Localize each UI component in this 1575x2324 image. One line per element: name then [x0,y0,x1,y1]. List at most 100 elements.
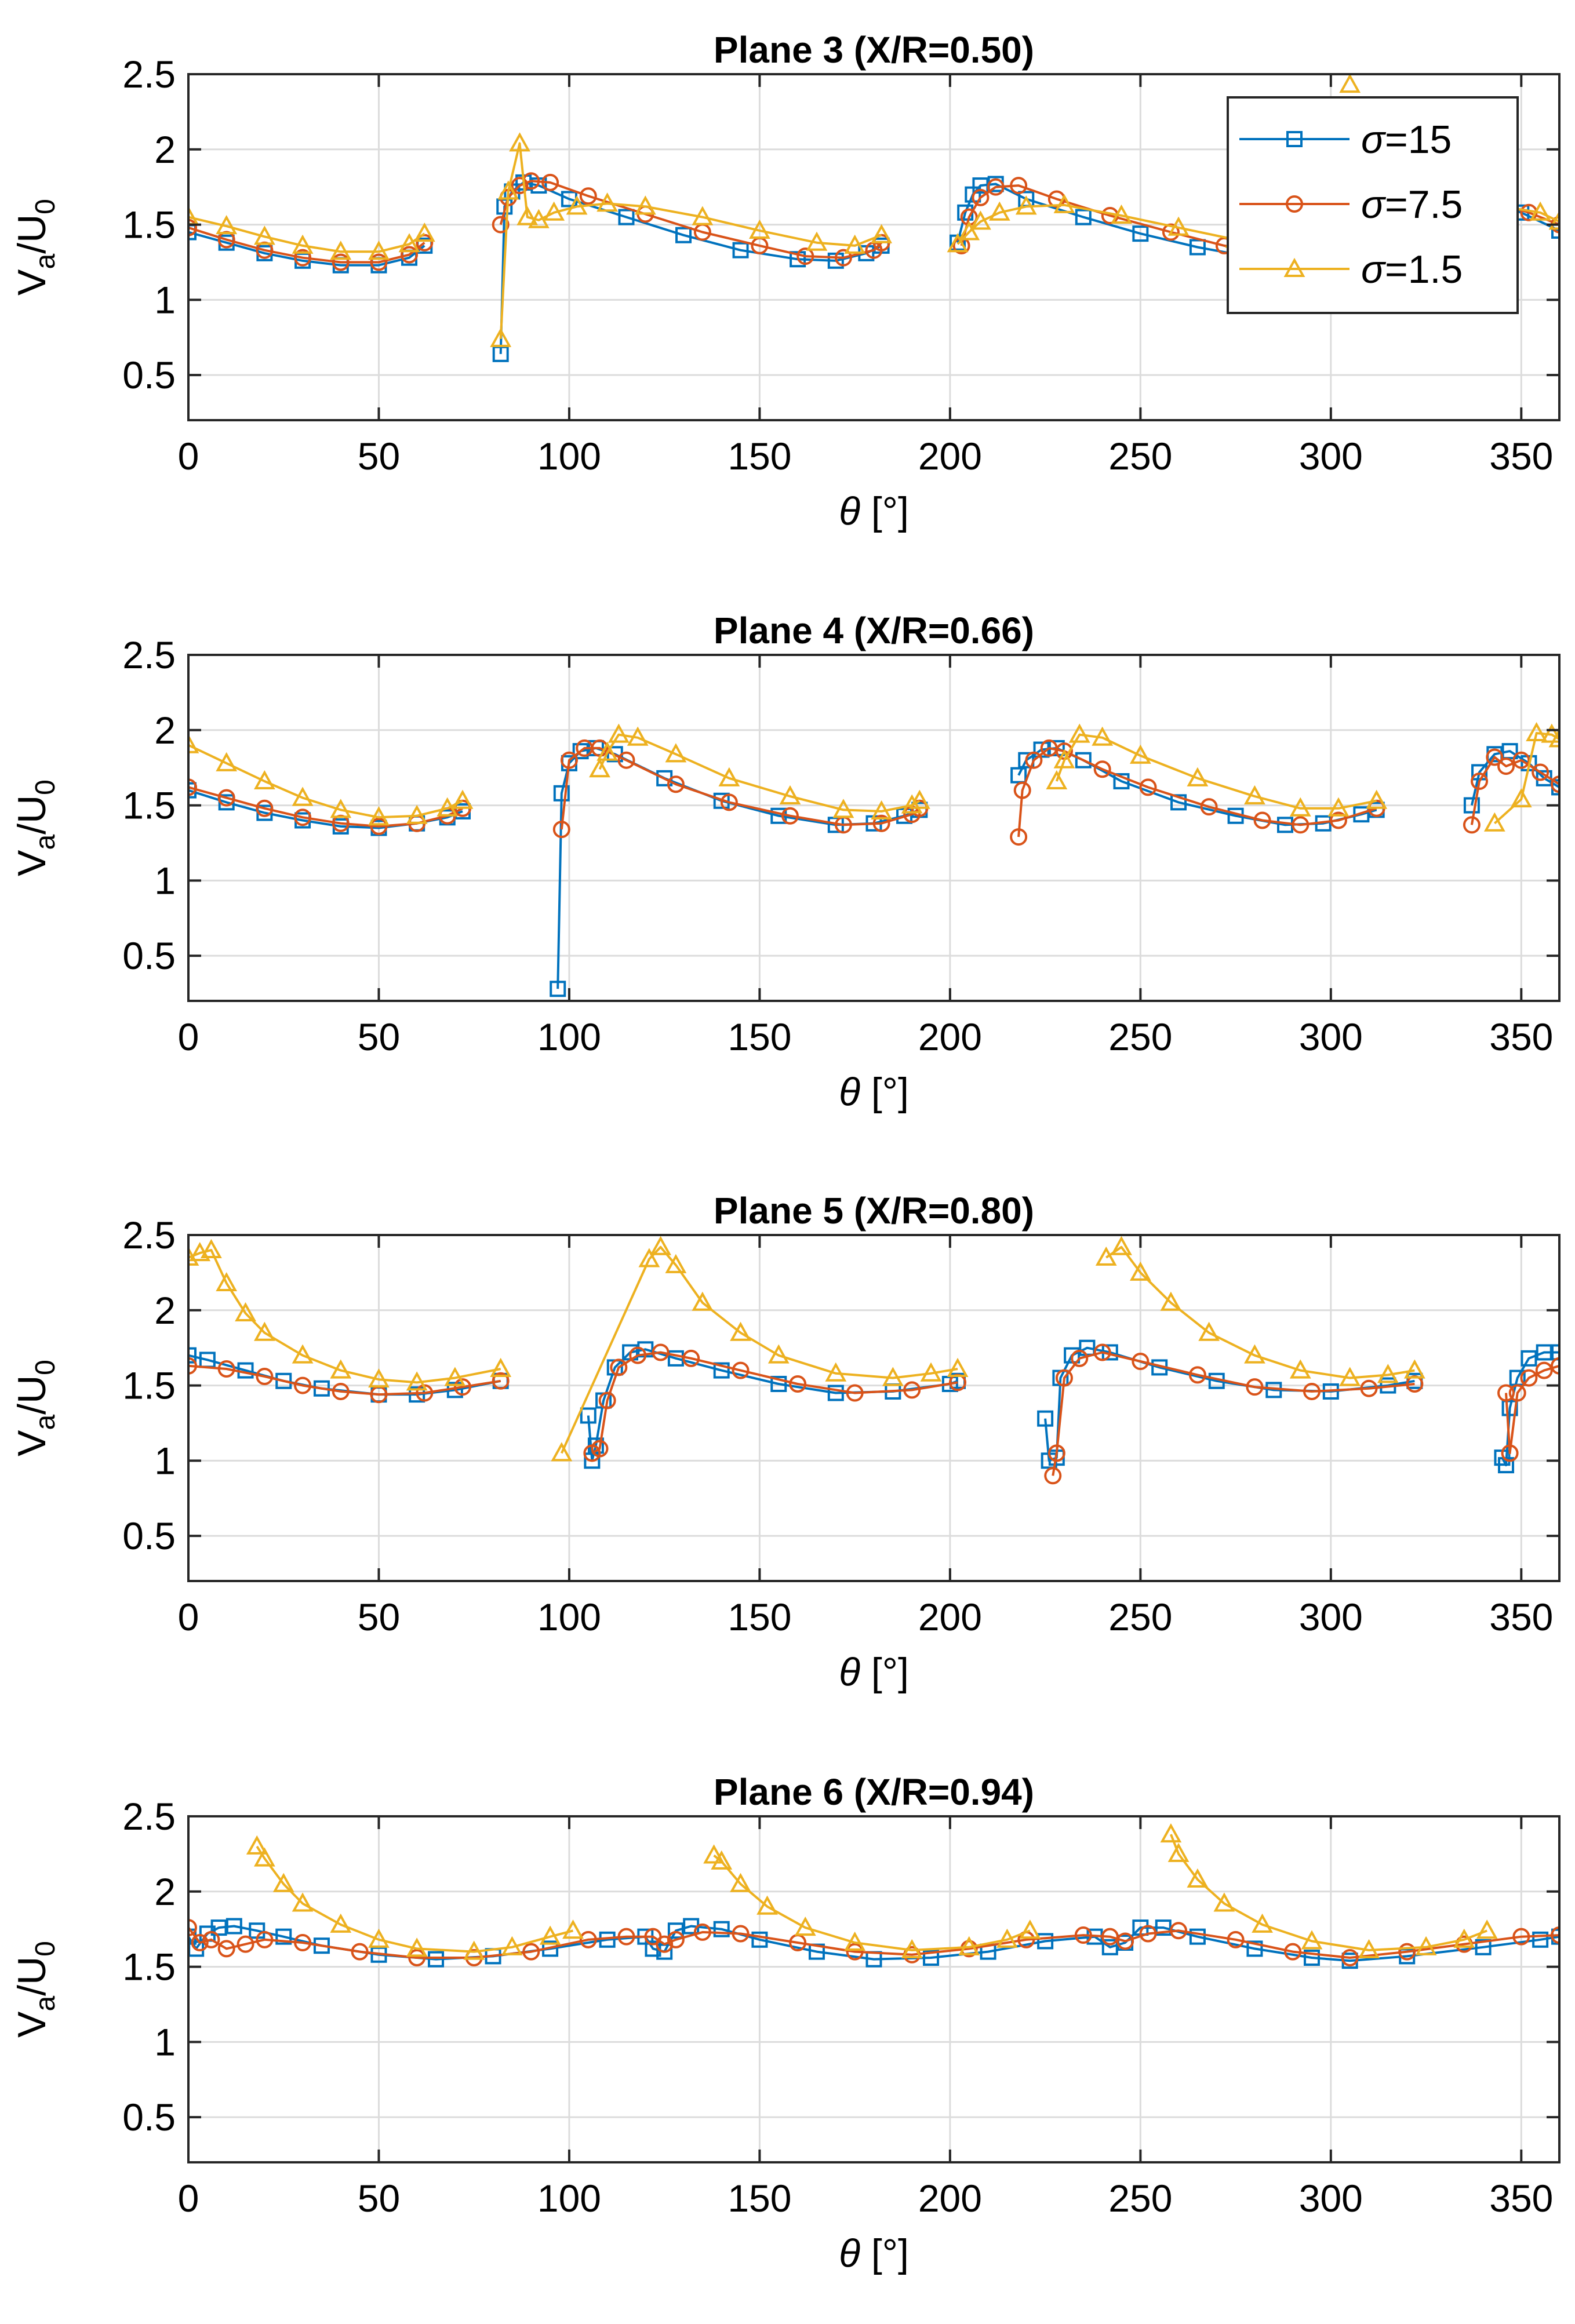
data-point-sigma-15 [550,981,566,997]
series-sigma-7-5 [188,739,1561,846]
data-point-sigma-1-5 [1377,1364,1399,1383]
legend-label-sigma-1-5: σ=1.5 [1361,247,1463,292]
data-point-sigma-1-5 [1289,797,1311,817]
data-point-sigma-7-5 [256,1367,274,1385]
data-point-sigma-1-5 [996,1928,1018,1948]
data-point-sigma-7-5 [560,751,578,769]
data-point-sigma-1-5 [490,1357,512,1378]
panel-2: 0 50 100 150 200 250 300 350 0.5 1 1.5 2 2.5 Plane 4 … [10,610,1561,1114]
data-point-sigma-1-5 [1068,723,1090,743]
data-point-sigma-1-5 [1095,1246,1117,1266]
data-point-sigma-7-5 [1116,1932,1134,1950]
x-tick-label: 50 [358,2177,400,2220]
data-point-sigma-7-5 [1170,1922,1188,1940]
data-point-sigma-7-5 [1093,760,1111,778]
data-point-sigma-7-5 [834,249,852,267]
x-tick-label: 350 [1489,2177,1553,2220]
y-axis-label-sub-0: 0 [30,779,61,795]
legend-value: =15 [1385,118,1452,162]
data-point-sigma-7-5 [903,1381,921,1399]
data-point-sigma-1-5 [650,1236,672,1255]
x-tick-label: 250 [1108,1596,1172,1638]
data-point-sigma-15 [210,1919,227,1936]
data-point-sigma-7-5 [1341,1948,1359,1966]
x-tick-label: 250 [1108,1015,1172,1058]
data-point-sigma-1-5 [452,789,474,809]
y-axis-label-u: /U [10,214,54,254]
data-point-sigma-15 [827,1385,844,1401]
chart-title: Plane 3 (X/R=0.50) [714,29,1034,71]
data-point-sigma-15 [1498,1457,1515,1474]
data-point-sigma-1-5 [947,1357,969,1378]
data-point-sigma-1-5 [1129,744,1151,764]
legend-sigma-symbol: σ [1361,183,1387,227]
data-point-sigma-7-5 [1497,1384,1515,1402]
data-point-sigma-1-5 [882,1367,904,1386]
panel-4: 0 50 100 150 200 250 300 350 0.5 1 1.5 2 2.5 Plane 6 … [10,1771,1561,2275]
x-tick-label: 100 [537,435,601,478]
axes-box [187,73,1561,421]
x-tick-label: 300 [1299,435,1363,478]
series-line-sigma-7-5 [1470,756,1561,825]
panel-3: 0 50 100 150 200 250 300 350 0.5 1 1.5 2 2.5 Plane 5 … [10,1190,1561,1694]
x-axis-label-symbol: θ [839,2231,860,2275]
data-point-sigma-1-5 [768,1344,790,1364]
chart-title: Plane 6 (X/R=0.94) [714,1771,1034,1813]
data-point-sigma-1-5 [1403,1359,1425,1379]
data-point-sigma-7-5 [652,1343,670,1361]
data-point-sigma-7-5 [732,1925,750,1943]
series-line-sigma-1-5 [188,1249,501,1384]
data-point-sigma-15 [1532,1931,1549,1948]
data-point-sigma-15 [428,1951,445,1968]
data-point-sigma-1-5 [1252,1913,1273,1933]
y-tick-label: 0.5 [122,1514,176,1557]
series-line-sigma-1-5 [256,1845,574,1953]
y-axis-label-v: V [10,269,54,296]
data-point-sigma-1-5 [711,1850,733,1870]
y-tick-label: 1 [154,2020,176,2063]
data-point-sigma-7-5 [217,1360,235,1378]
x-tick-label: 150 [728,435,791,478]
data-point-sigma-1-5 [368,1368,390,1388]
data-point-sigma-1-5 [596,192,619,212]
y-axis-label-sub-0: 0 [30,1360,61,1375]
data-point-sigma-1-5 [730,1873,751,1892]
data-point-sigma-1-5 [794,1916,816,1936]
legend-sigma-symbol: σ [1361,118,1387,162]
data-point-sigma-1-5 [1160,1291,1182,1311]
series-line-sigma-1-5 [560,1245,958,1454]
data-point-sigma-1-5 [509,132,530,152]
data-point-sigma-1-5 [330,241,352,260]
x-axis-label-symbol: θ [839,489,860,533]
data-point-sigma-1-5 [216,752,238,771]
data-point-sigma-7-5 [591,1440,609,1458]
series-line-sigma-7-5 [1505,1364,1560,1455]
data-point-sigma-1-5 [368,241,390,260]
data-point-sigma-7-5 [294,808,312,826]
data-point-sigma-7-5 [789,1375,807,1393]
series-sigma-15 [188,740,1561,997]
series-line-sigma-7-5 [188,786,463,828]
data-point-sigma-7-5 [1292,816,1310,834]
y-axis-label-sub-0: 0 [30,199,61,214]
series-line-sigma-15 [556,746,921,989]
data-point-sigma-1-5 [406,1937,428,1957]
data-point-sigma-1-5 [1160,1823,1182,1843]
data-point-sigma-1-5 [756,1895,778,1915]
data-point-sigma-7-5 [1071,1349,1089,1367]
x-tick-label: 200 [918,1596,982,1638]
data-point-sigma-15 [1155,1919,1172,1936]
data-point-sigma-7-5 [1501,1444,1519,1462]
data-point-sigma-1-5 [958,221,980,241]
data-point-sigma-7-5 [1139,778,1157,796]
data-point-sigma-15 [1189,1928,1206,1945]
data-point-sigma-7-5 [1512,751,1530,769]
data-point-sigma-1-5 [501,1936,523,1955]
data-point-sigma-7-5 [401,246,419,264]
data-point-sigma-1-5 [292,1892,314,1912]
data-point-sigma-1-5 [292,786,314,806]
data-point-sigma-1-5 [188,734,199,753]
data-point-sigma-1-5 [253,1321,275,1341]
x-tick-label: 200 [918,2177,982,2220]
